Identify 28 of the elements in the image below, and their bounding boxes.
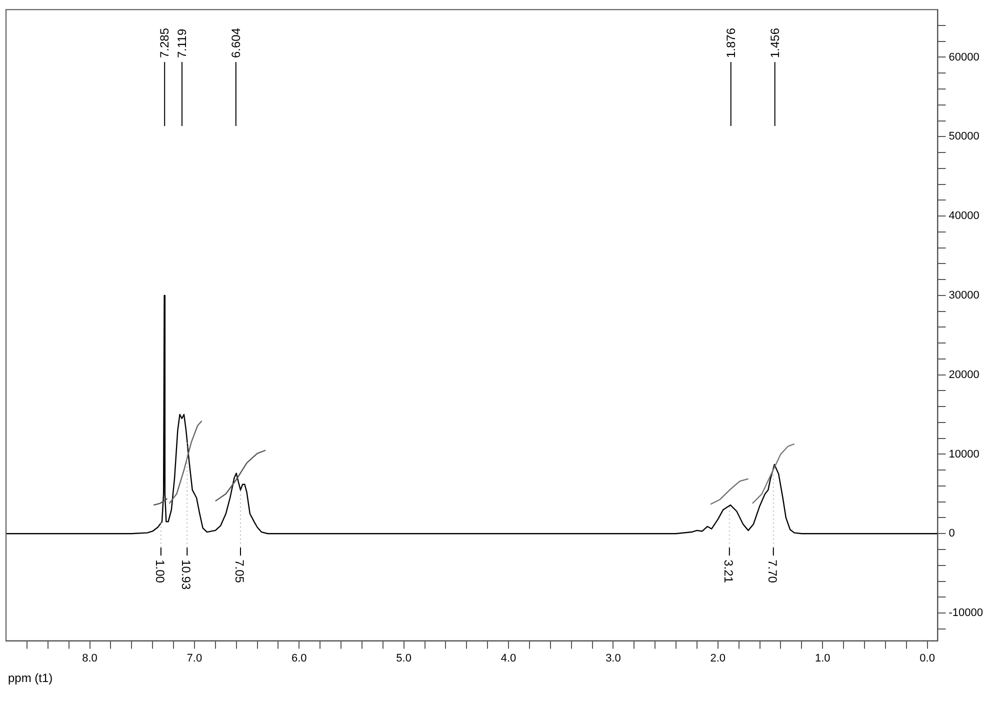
y-tick-label: 40000	[948, 210, 980, 222]
y-tick-label: -10000	[948, 607, 984, 620]
x-tick-label: 0.0	[920, 652, 935, 664]
y-tick-label: 10000	[948, 448, 980, 460]
annotation: 10.93	[179, 560, 194, 590]
annotation: 6.604	[228, 28, 243, 58]
x-axis-title: ppm (t1)	[8, 671, 53, 685]
x-tick-label: 4.0	[500, 652, 516, 664]
x-tick-label: 3.0	[606, 652, 621, 664]
y-tick-label: 20000	[948, 368, 980, 381]
annotation: 1.00	[152, 560, 167, 584]
y-tick-label: 0	[948, 528, 955, 540]
y-tick-label: 30000	[948, 289, 980, 302]
annotation: 7.70	[765, 560, 780, 584]
annotation: 7.285	[158, 28, 172, 58]
x-tick-label: 6.0	[291, 652, 307, 664]
x-tick-label: 2.0	[710, 652, 726, 664]
x-tick-label: 8.0	[82, 652, 98, 664]
x-tick-label: 1.0	[814, 652, 830, 664]
x-tick-label: 5.0	[396, 652, 412, 664]
annotation: 1.876	[724, 28, 738, 58]
y-tick-label: 60000	[948, 51, 980, 64]
annotation: 7.05	[232, 560, 247, 584]
annotation: 3.21	[721, 560, 736, 584]
y-tick-label: 50000	[948, 130, 980, 143]
annotation: 1.456	[768, 28, 782, 58]
annotation: 7.119	[174, 28, 189, 58]
x-tick-label: 7.0	[186, 652, 202, 664]
